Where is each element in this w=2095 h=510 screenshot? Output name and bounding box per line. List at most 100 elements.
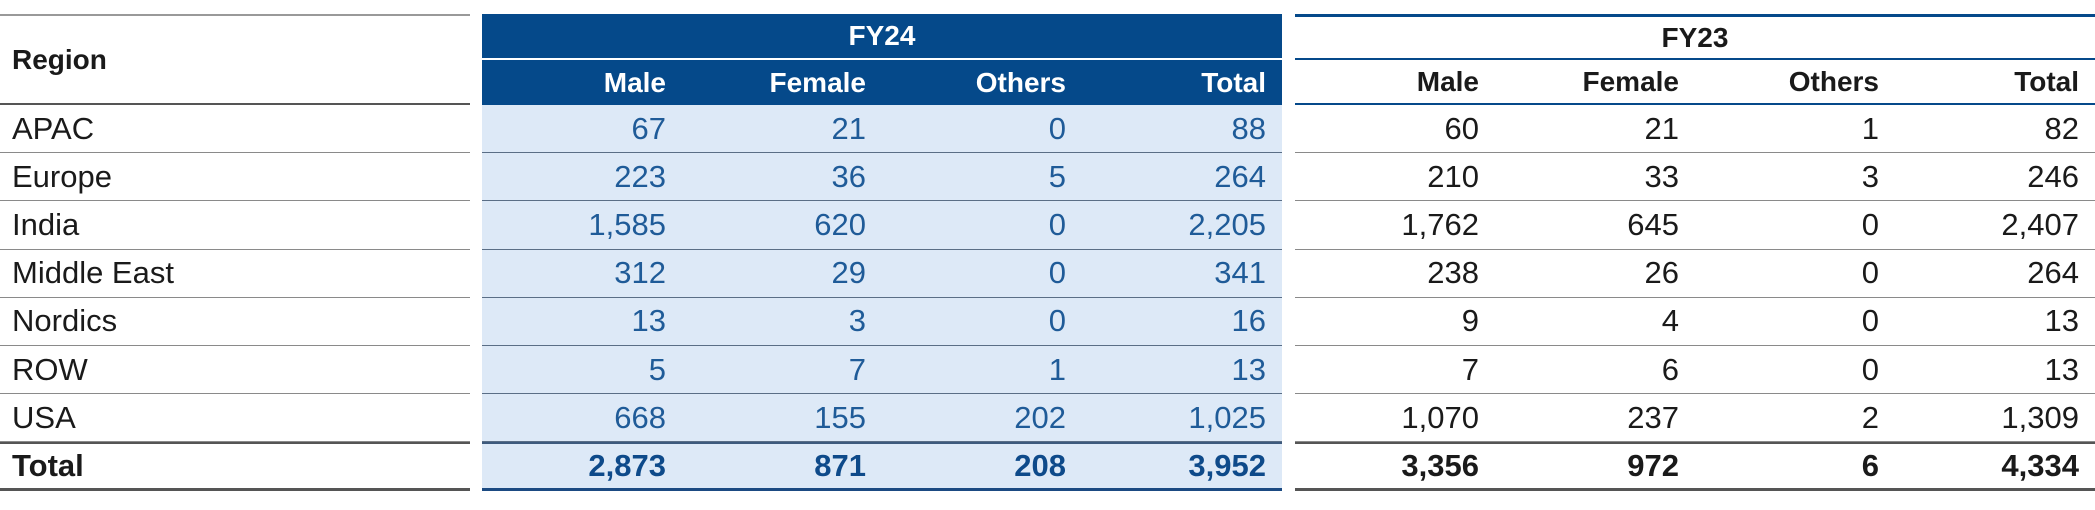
- fy23-others: 3: [1861, 158, 1879, 194]
- col-male-header: Male: [1416, 65, 1479, 97]
- region-header: Region: [0, 14, 470, 105]
- fy24-male-total: 2,873: [588, 447, 666, 483]
- fy23-female: 21: [1644, 110, 1679, 146]
- table-row: 223 36 5 264: [482, 153, 1282, 202]
- fy23-male-total: 3,356: [1401, 447, 1479, 483]
- fy23-total: 13: [2044, 303, 2079, 339]
- region-cell: Europe: [0, 153, 470, 202]
- fy24-block: FY24 Male Female Others Total 67 21 0 88…: [482, 14, 1282, 491]
- fy23-block: FY23 Male Female Others Total 60 21 1 82…: [1295, 14, 2095, 491]
- fy23-total: 82: [2044, 110, 2079, 146]
- region-cell: Nordics: [0, 298, 470, 346]
- table-row: 67 21 0 88: [482, 105, 1282, 154]
- total-row: 3,356 972 6 4,334: [1295, 442, 2095, 491]
- fy24-total: 1,025: [1188, 399, 1266, 435]
- fy24-female: 155: [814, 399, 866, 435]
- table-row: 210 33 3 246: [1295, 153, 2095, 202]
- fy24-male: 668: [614, 399, 666, 435]
- col-total-header: Total: [2014, 65, 2079, 97]
- table-row: 1,762 645 0 2,407: [1295, 201, 2095, 250]
- fy24-others: 0: [1048, 110, 1066, 146]
- col-female-header: Female: [1582, 65, 1680, 97]
- fy23-others: 1: [1861, 110, 1879, 146]
- fy23-male: 238: [1427, 255, 1479, 291]
- fy23-others: 0: [1861, 255, 1879, 291]
- fy24-female-total: 871: [814, 447, 866, 483]
- table-row: 312 29 0 341: [482, 249, 1282, 298]
- fy23-male: 210: [1427, 158, 1479, 194]
- fy24-grand-total: 3,952: [1188, 447, 1266, 483]
- fy23-total: 2,407: [2001, 206, 2079, 242]
- fy24-female: 620: [814, 206, 866, 242]
- table-row: 13 3 0 16: [482, 297, 1282, 346]
- col-female-header: Female: [769, 66, 867, 98]
- total-label: Total: [0, 442, 470, 491]
- fy23-total: 13: [2044, 351, 2079, 387]
- fy23-male: 60: [1444, 110, 1479, 146]
- fy24-others: 0: [1048, 255, 1066, 291]
- region-cell: India: [0, 201, 470, 250]
- fy23-others: 0: [1861, 206, 1879, 242]
- table-row: 1,585 620 0 2,205: [482, 201, 1282, 250]
- region-column: Region APAC Europe India Middle East Nor…: [0, 14, 470, 491]
- fy23-others: 0: [1861, 351, 1879, 387]
- fy24-female: 7: [848, 351, 866, 387]
- fy23-female: 645: [1627, 206, 1679, 242]
- fy24-male: 13: [631, 303, 666, 339]
- fy23-female: 237: [1627, 399, 1679, 435]
- fy23-female: 33: [1644, 158, 1679, 194]
- table-row: 60 21 1 82: [1295, 105, 2095, 154]
- fy24-female: 36: [831, 158, 866, 194]
- fy24-others: 5: [1048, 158, 1066, 194]
- col-male-header: Male: [603, 66, 666, 98]
- fy24-total: 16: [1231, 303, 1266, 339]
- fy23-others-total: 6: [1861, 447, 1879, 483]
- fy24-others: 202: [1014, 399, 1066, 435]
- fy24-header: FY24: [482, 14, 1282, 60]
- col-total-header: Total: [1201, 66, 1266, 98]
- region-cell: USA: [0, 394, 470, 443]
- region-cell: APAC: [0, 105, 470, 154]
- col-others-header: Others: [975, 66, 1066, 98]
- fy23-female-total: 972: [1627, 447, 1679, 483]
- fy24-female: 29: [831, 255, 866, 291]
- table-row: 7 6 0 13: [1295, 346, 2095, 395]
- fy24-others: 0: [1048, 206, 1066, 242]
- fy23-male: 1,762: [1401, 206, 1479, 242]
- fy24-male: 1,585: [588, 206, 666, 242]
- fy23-others: 0: [1861, 303, 1879, 339]
- fy24-male: 223: [614, 158, 666, 194]
- fy24-total: 88: [1231, 110, 1266, 146]
- fy24-total: 264: [1214, 158, 1266, 194]
- table-row: 238 26 0 264: [1295, 250, 2095, 298]
- fy23-female: 4: [1661, 303, 1679, 339]
- region-cell: ROW: [0, 346, 470, 395]
- fy23-male: 9: [1461, 303, 1479, 339]
- table-row: 9 4 0 13: [1295, 298, 2095, 346]
- fy24-subheader-row: Male Female Others Total: [482, 60, 1282, 105]
- fy23-total: 264: [2027, 255, 2079, 291]
- fy24-total: 13: [1231, 351, 1266, 387]
- fy23-subheader-row: Male Female Others Total: [1295, 60, 2095, 105]
- fy23-header: FY23: [1295, 14, 2095, 60]
- fy24-others-total: 208: [1014, 447, 1066, 483]
- fy24-total: 2,205: [1188, 206, 1266, 242]
- table-row: 1,070 237 2 1,309: [1295, 394, 2095, 443]
- table-row: 5 7 1 13: [482, 345, 1282, 395]
- region-cell: Middle East: [0, 250, 470, 298]
- fy23-male: 7: [1461, 351, 1479, 387]
- fy23-others: 2: [1861, 399, 1879, 435]
- fy23-total: 1,309: [2001, 399, 2079, 435]
- fy24-female: 3: [848, 303, 866, 339]
- fy24-male: 5: [648, 351, 666, 387]
- fy23-grand-total: 4,334: [2001, 447, 2079, 483]
- col-others-header: Others: [1788, 65, 1879, 97]
- fy24-total: 341: [1214, 255, 1266, 291]
- fy23-total: 246: [2027, 158, 2079, 194]
- fy23-female: 26: [1644, 255, 1679, 291]
- fy24-male: 67: [631, 110, 666, 146]
- total-row: 2,873 871 208 3,952: [482, 442, 1282, 491]
- fy24-male: 312: [614, 255, 666, 291]
- fy24-others: 0: [1048, 303, 1066, 339]
